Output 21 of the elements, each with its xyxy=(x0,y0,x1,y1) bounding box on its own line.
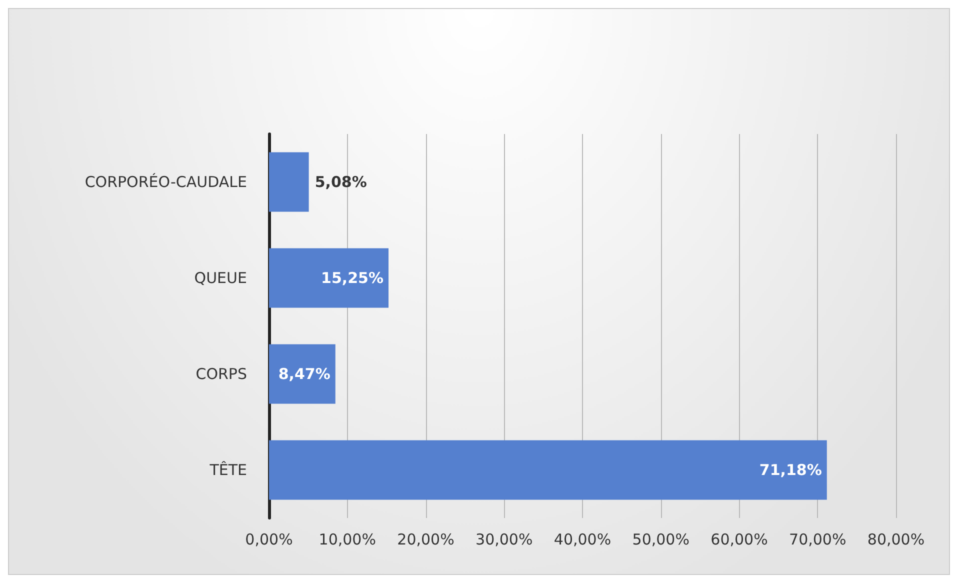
x-tick-label: 70,00% xyxy=(789,530,846,548)
x-tick-label: 30,00% xyxy=(476,530,533,548)
data-label: 15,25% xyxy=(321,269,384,287)
x-tick-label: 50,00% xyxy=(632,530,690,548)
x-tick-label: 0,00% xyxy=(245,530,293,548)
bar xyxy=(269,440,827,500)
y-tick-label: CORPORÉO-CAUDALE xyxy=(84,173,247,191)
x-tick-label: 80,00% xyxy=(867,530,925,548)
x-tick-label: 60,00% xyxy=(710,530,768,548)
bar xyxy=(269,344,336,404)
bar xyxy=(269,152,309,212)
y-tick-label: CORPS xyxy=(196,365,247,383)
data-label: 8,47% xyxy=(278,365,330,383)
x-tick-label: 20,00% xyxy=(397,530,454,548)
y-tick-label: TÊTE xyxy=(208,461,247,479)
bar xyxy=(269,248,389,308)
x-tick-label: 10,00% xyxy=(318,530,376,548)
data-label: 5,08% xyxy=(314,173,367,191)
data-label: 71,18% xyxy=(759,461,822,479)
x-tick-label: 40,00% xyxy=(554,530,612,548)
y-tick-label: QUEUE xyxy=(194,269,247,287)
